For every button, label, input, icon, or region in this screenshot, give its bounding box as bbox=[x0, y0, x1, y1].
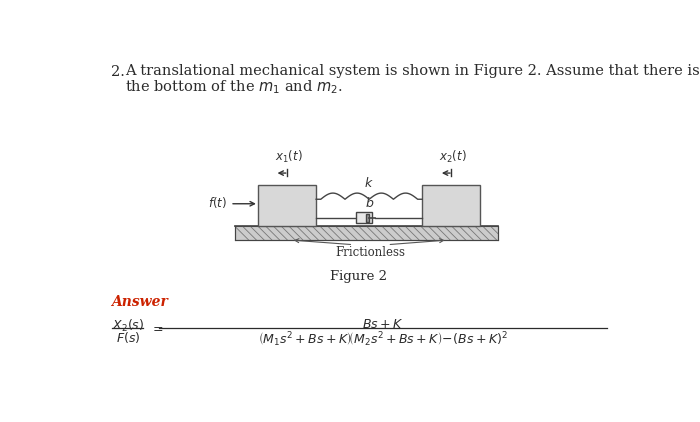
Text: $m_2$: $m_2$ bbox=[442, 204, 461, 217]
Text: $b$: $b$ bbox=[365, 196, 374, 210]
Bar bbox=[366, 214, 369, 222]
Bar bbox=[422, 185, 480, 226]
Text: Figure 2: Figure 2 bbox=[330, 270, 387, 283]
Text: 2.: 2. bbox=[111, 65, 125, 78]
Text: $k$: $k$ bbox=[365, 176, 374, 190]
Bar bbox=[234, 226, 498, 240]
Text: $=$: $=$ bbox=[150, 321, 163, 333]
Text: $x_1(t)$: $x_1(t)$ bbox=[275, 149, 302, 165]
Text: $m_1$: $m_1$ bbox=[277, 204, 297, 217]
Text: $x_2(t)$: $x_2(t)$ bbox=[439, 149, 467, 165]
Text: $f(t)$: $f(t)$ bbox=[208, 195, 227, 210]
Bar bbox=[258, 185, 316, 226]
Text: the bottom of the $m_1$ and $m_2$.: the bottom of the $m_1$ and $m_2$. bbox=[125, 78, 342, 96]
Bar bbox=[356, 212, 372, 223]
Text: $\left(M_1s^2+Bs+K\right)\!\left(M_2s^2+Bs+K\right)\!-\!\left(Bs+K\right)^2$: $\left(M_1s^2+Bs+K\right)\!\left(M_2s^2+… bbox=[258, 330, 508, 349]
Text: $X_2(s)$: $X_2(s)$ bbox=[112, 318, 144, 334]
Text: Frictionless: Frictionless bbox=[335, 246, 405, 259]
Text: A translational mechanical system is shown in Figure 2. Assume that there is no : A translational mechanical system is sho… bbox=[125, 65, 700, 78]
Text: Answer: Answer bbox=[111, 295, 167, 309]
Text: $Bs+K$: $Bs+K$ bbox=[362, 318, 403, 331]
Text: $F(s)$: $F(s)$ bbox=[116, 330, 140, 345]
